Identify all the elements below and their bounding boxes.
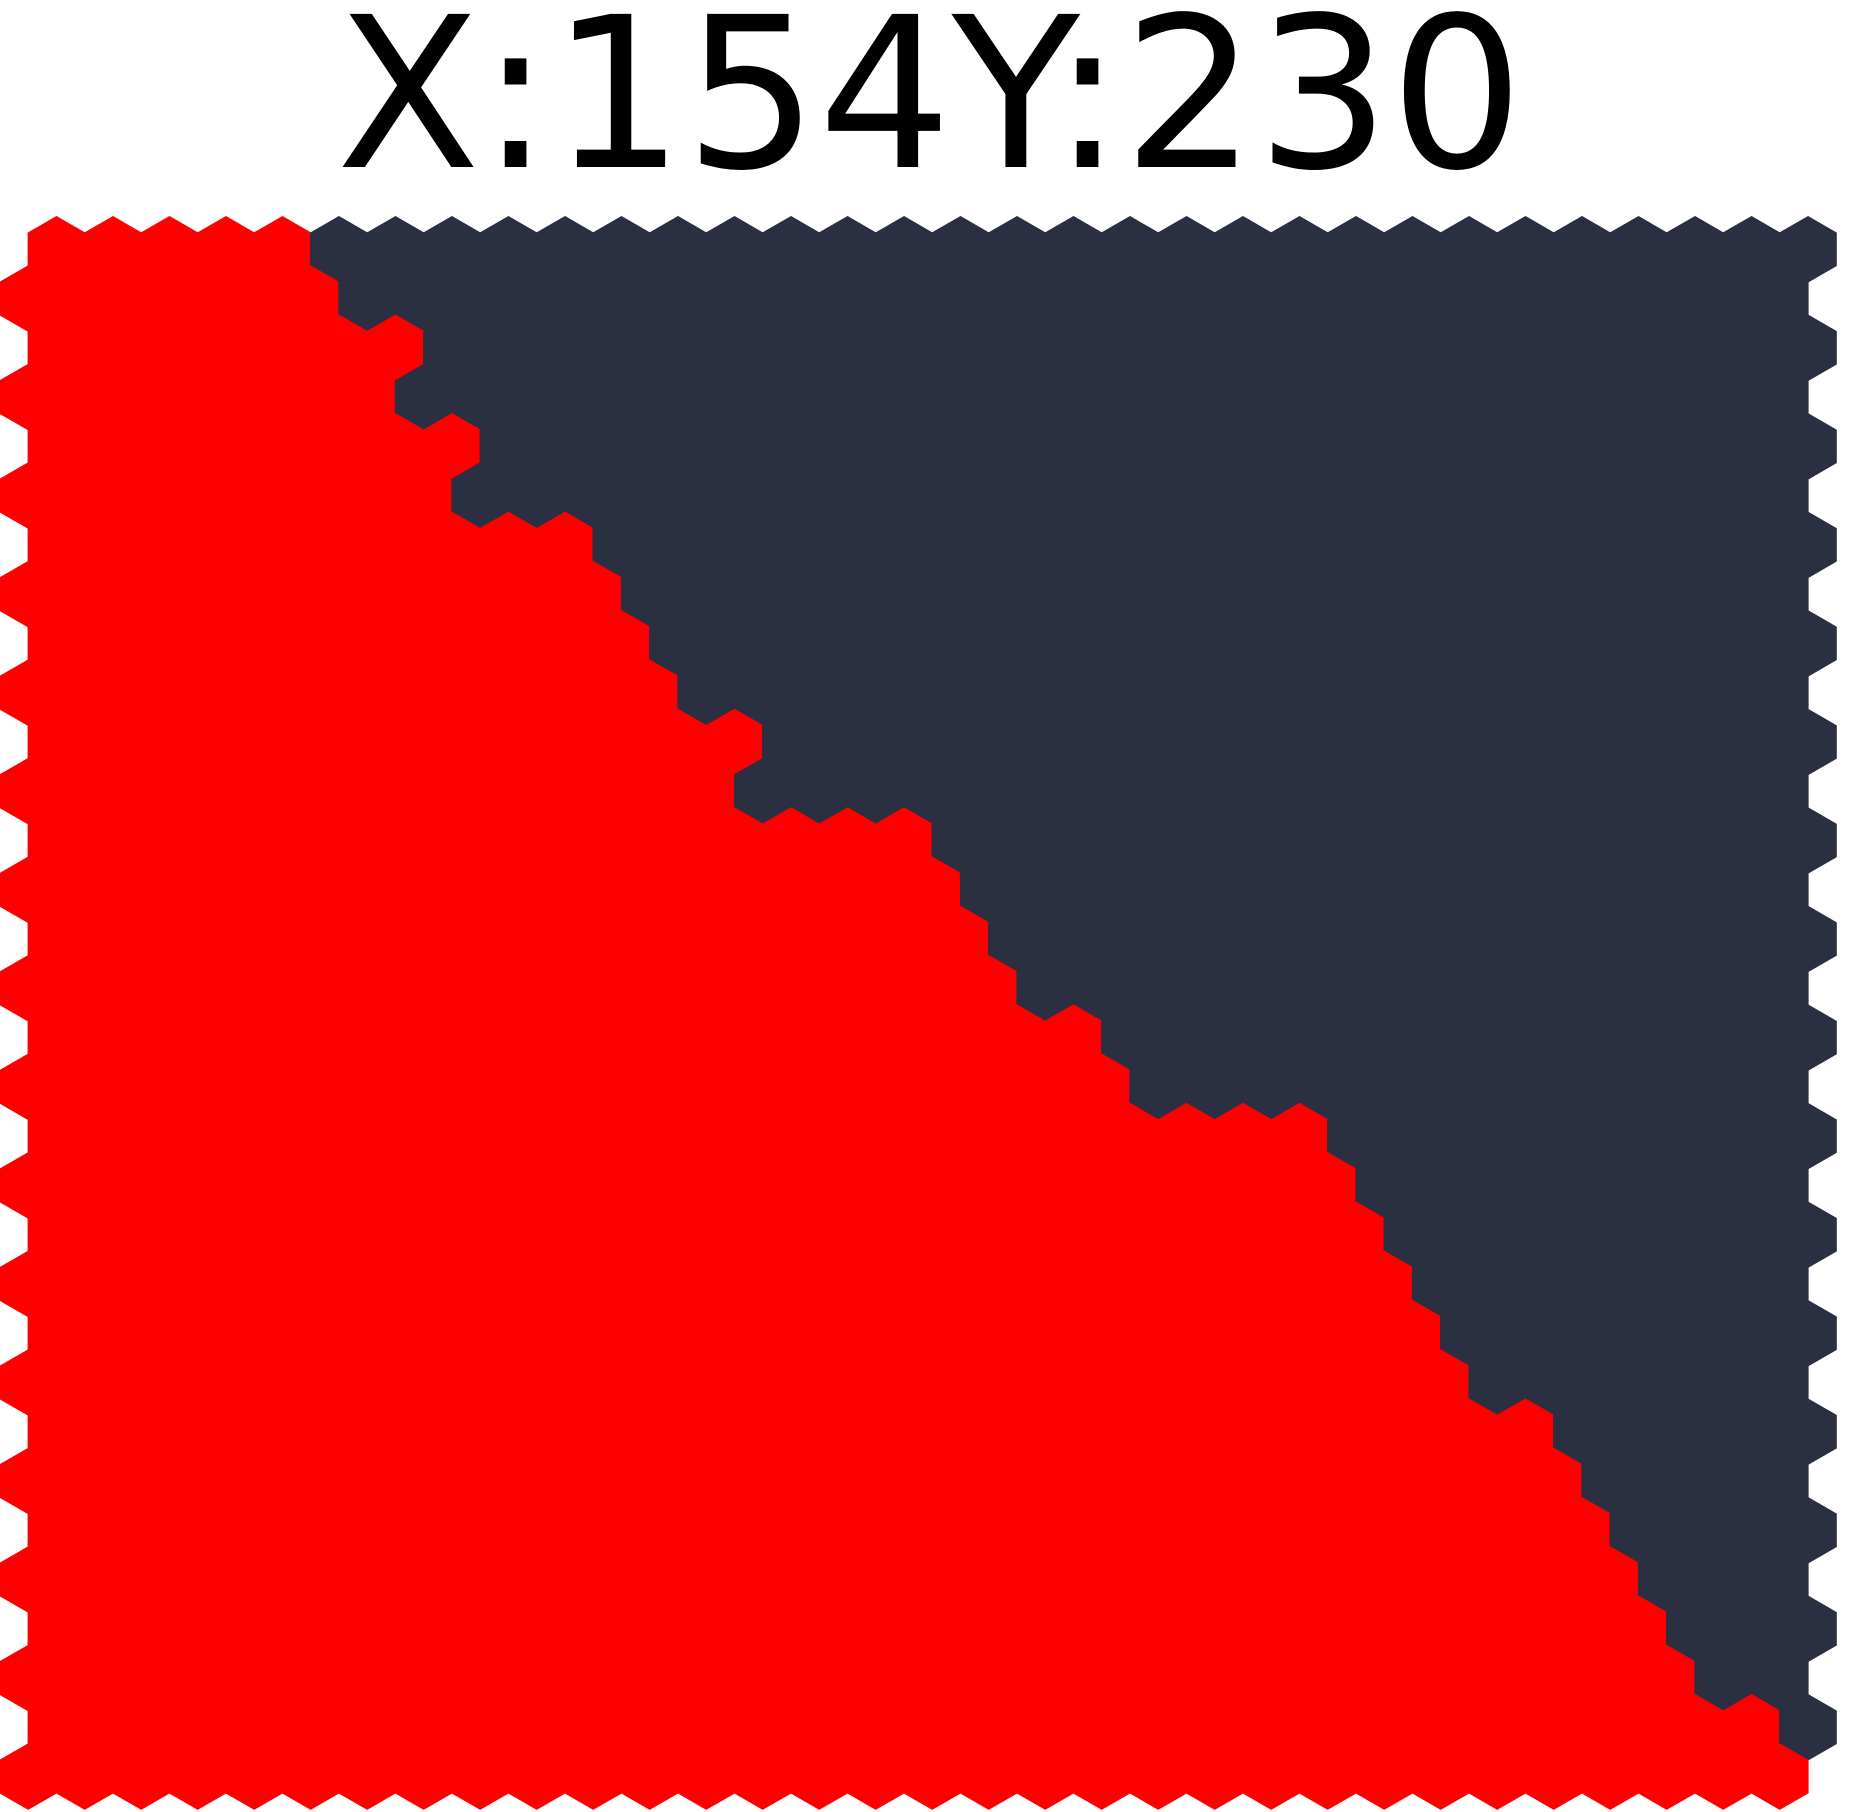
y-label: Y: — [951, 0, 1123, 217]
coordinate-readout: X: 154 Y: 230 — [0, 0, 1860, 200]
hex-cell-red[interactable] — [1750, 1743, 1809, 1810]
x-label: X: — [336, 0, 551, 217]
y-value: 230 — [1122, 0, 1524, 217]
x-value: 154 — [550, 0, 952, 217]
